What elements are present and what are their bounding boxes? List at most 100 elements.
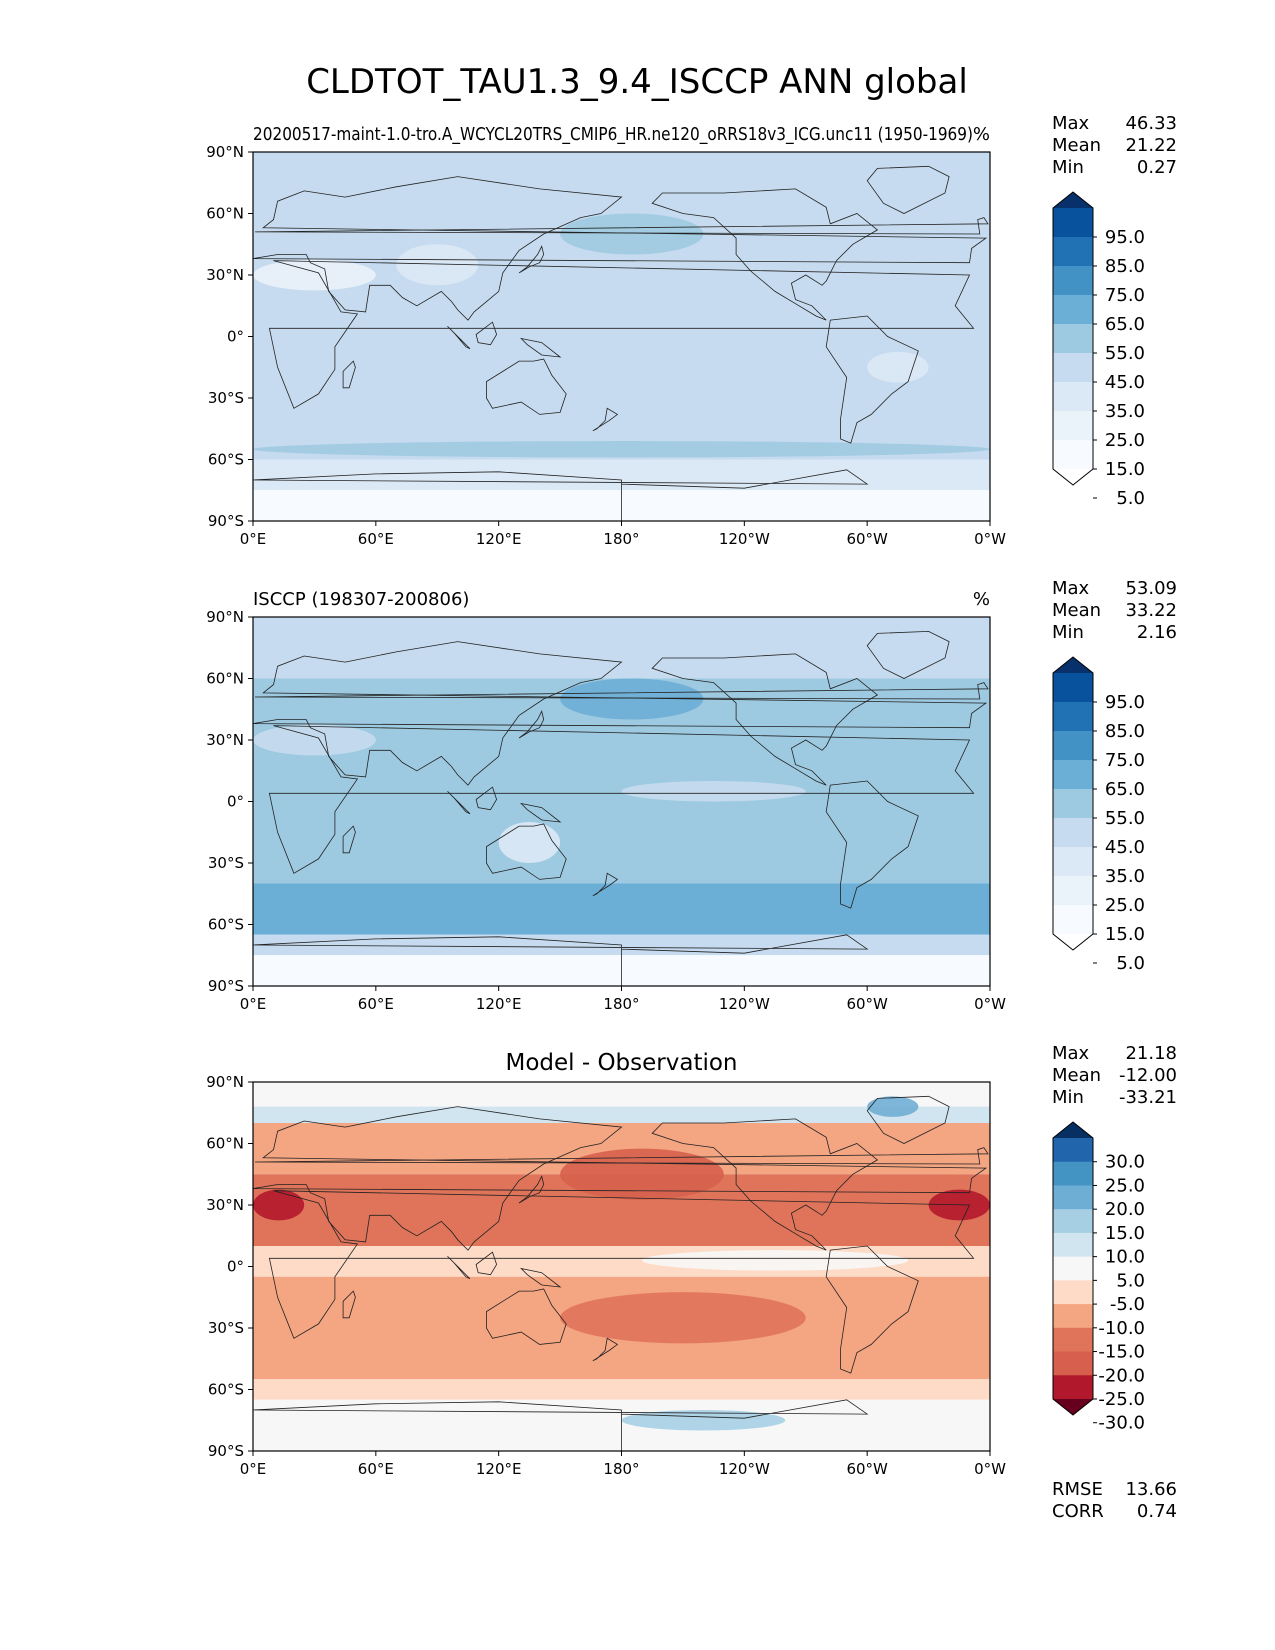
colorbar-label: 15.0 — [1105, 924, 1145, 945]
y-tick-label: 90°S — [208, 1442, 244, 1460]
colorbar-segment — [1053, 760, 1093, 790]
coastline-north-america — [0, 189, 140, 320]
coastline-antarctica — [0, 470, 130, 521]
field-reference — [0, 617, 990, 986]
y-tick-label: 0° — [227, 1258, 244, 1276]
colorbar-segment — [1053, 818, 1093, 848]
colorbar: 95.0 85.0 75.0 65.0 55.0 45.0 35.0 25.0 15.0 5.0 — [1052, 191, 1145, 509]
colorbar-label: -5.0 — [1110, 1294, 1145, 1315]
coastline-greenland — [130, 1096, 212, 1143]
colorbar-extend-max — [1053, 657, 1093, 673]
colorbar-segment — [1053, 324, 1093, 354]
colorbar-label: 25.0 — [1105, 895, 1145, 916]
colorbar-label: 95.0 — [1105, 227, 1145, 248]
colorbar-segment — [1053, 266, 1093, 296]
coastline-japan — [518, 1175, 545, 1204]
x-tick-label: 0°W — [974, 1460, 1006, 1478]
stat-label-max: Max — [1052, 578, 1090, 599]
x-tick-label: 0°W — [974, 530, 1006, 548]
coastline-borneo — [475, 321, 498, 346]
contour-patch-0 — [253, 724, 376, 756]
colorbar-extend-min — [1053, 934, 1093, 950]
y-tick-label: 90°N — [206, 608, 244, 626]
coastline-eurasia — [253, 641, 988, 786]
coastlines — [0, 165, 989, 521]
panel-title-left: 20200517-maint-1.0-tro.A_WCYCL20TRS_CMIP… — [253, 124, 973, 145]
y-tick-label: 30°S — [208, 854, 244, 872]
y-tick-label: 0° — [227, 793, 244, 811]
y-tick-label: 30°N — [206, 1196, 244, 1214]
coastline-uk — [254, 1147, 989, 1165]
coastline-north-america — [651, 1118, 879, 1251]
stat-value-max: 46.33 — [1125, 113, 1177, 134]
coastline-south-america — [825, 1245, 919, 1374]
y-tick-label: 60°S — [208, 451, 244, 469]
colorbar-segment — [1053, 1209, 1093, 1234]
colorbar-label: -10.0 — [1098, 1318, 1145, 1339]
coastline-africa — [0, 1191, 237, 1339]
x-tick-label: 60°E — [358, 530, 394, 548]
colorbar-segment — [1053, 382, 1093, 412]
coastline-sumatra — [447, 791, 471, 815]
colorbar-extend-min — [1053, 1399, 1093, 1415]
x-tick-label: 60°W — [846, 1460, 888, 1478]
coastline-africa — [0, 726, 237, 874]
colorbar-label: 15.0 — [1105, 1223, 1145, 1244]
colorbar-label: 5.0 — [1116, 488, 1145, 509]
stat-label-mean: Mean — [1052, 600, 1101, 621]
colorbar-label: 25.0 — [1105, 1175, 1145, 1196]
colorbar-segment — [1053, 295, 1093, 325]
colorbar-segment — [1053, 1304, 1093, 1329]
stat-value-rmse: 13.66 — [1125, 1479, 1177, 1500]
colorbar-label: 85.0 — [1105, 256, 1145, 277]
coastline-south-america — [89, 316, 181, 443]
contour-band-0 — [253, 1082, 990, 1107]
stat-label-mean: Mean — [1052, 135, 1101, 156]
stat-value-mean: 21.22 — [1125, 135, 1177, 156]
x-tick-label: 120°E — [476, 1460, 522, 1478]
colorbar-extend-max — [1053, 1122, 1093, 1138]
contour-patch-3 — [498, 822, 561, 863]
y-tick-label: 60°N — [206, 205, 244, 223]
colorbar-segment — [1053, 1351, 1093, 1376]
coastline-africa — [268, 260, 975, 409]
x-tick-label: 60°W — [846, 530, 888, 548]
coastline-uk — [254, 682, 989, 700]
coastline-new-zealand — [592, 1337, 619, 1362]
contour-patch-3 — [867, 351, 929, 383]
coastline-north-america — [651, 653, 879, 786]
y-tick-label: 0° — [227, 328, 244, 346]
coastline-madagascar — [342, 825, 356, 854]
coastline-eurasia — [0, 1107, 249, 1251]
contour-patch-1 — [396, 244, 479, 286]
x-tick-label: 120°E — [476, 995, 522, 1013]
y-tick-label: 90°N — [206, 1073, 244, 1091]
colorbar-label: 75.0 — [1105, 285, 1145, 306]
contour-patch-1 — [560, 1148, 724, 1200]
y-tick-label: 30°N — [206, 731, 244, 749]
colorbar-label: 15.0 — [1105, 459, 1145, 480]
contour-patch-2 — [560, 213, 704, 255]
coastline-australia — [486, 358, 567, 415]
coastline-greenland — [866, 1095, 950, 1144]
stat-label-min: Min — [1052, 157, 1084, 178]
colorbar-segment — [1053, 702, 1093, 732]
x-tick-label: 120°W — [719, 1460, 770, 1478]
colorbar-label: 5.0 — [1116, 1270, 1145, 1291]
stat-value-mean: 33.22 — [1125, 600, 1177, 621]
coastline-sumatra — [447, 326, 471, 350]
contour-patch-0 — [641, 1250, 909, 1271]
panel-title-right: % — [973, 589, 990, 610]
map-panel-difference: 0°E 60°E 120°E 180° 120°W 60°W 0°W 90°N 60°N 30°N… — [0, 1043, 1177, 1522]
y-tick-label: 30°S — [208, 389, 244, 407]
coastline-borneo — [475, 786, 498, 811]
stat-label-max: Max — [1052, 113, 1090, 134]
contour-band-0 — [253, 152, 990, 214]
contour-patch-4 — [560, 1292, 806, 1344]
colorbar-segment — [1053, 1375, 1093, 1400]
coastline-new-zealand — [592, 872, 619, 897]
contour-patch-2 — [253, 1189, 305, 1221]
stat-label-min: Min — [1052, 622, 1084, 643]
coastline-borneo — [475, 1251, 498, 1276]
contour-patch-4 — [253, 441, 990, 458]
